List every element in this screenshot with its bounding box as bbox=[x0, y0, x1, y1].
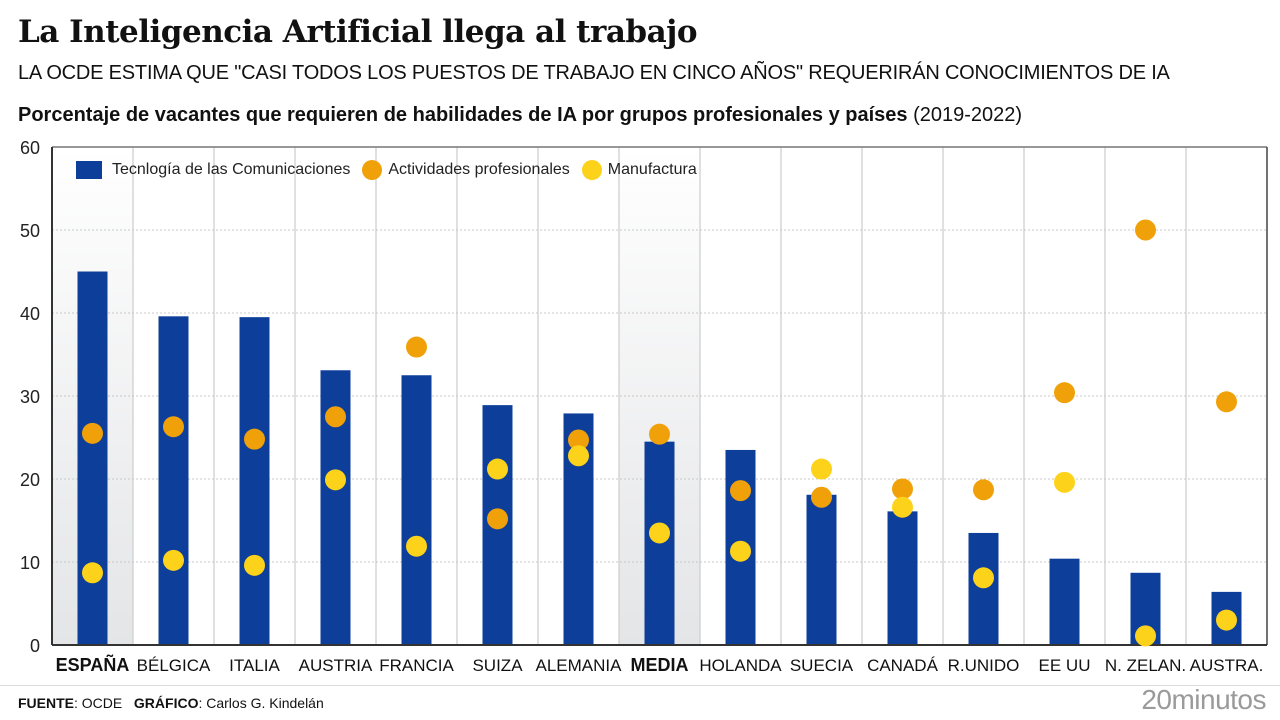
legend-label: Actividades profesionales bbox=[388, 161, 570, 178]
chart-legend: Tecnlogía de las Comunicaciones Activida… bbox=[76, 160, 709, 180]
dot-manufactura bbox=[973, 567, 994, 589]
dot-actividades bbox=[82, 422, 103, 444]
x-tick-label: MEDIA bbox=[631, 655, 689, 675]
y-tick-label: 60 bbox=[20, 140, 40, 158]
y-tick-label: 0 bbox=[30, 636, 40, 656]
chart-plot: 0 10 20 30 40 50 60 ESPAÑA BÉLGICA ITALIA AUSTRIA F… bbox=[20, 140, 1268, 675]
dot-manufactura bbox=[325, 469, 346, 491]
dot-actividades bbox=[1135, 219, 1156, 241]
dot-actividades bbox=[730, 480, 751, 502]
legend-swatch-yellow-dot bbox=[581, 160, 602, 180]
chart-heading-period: (2019-2022) bbox=[913, 104, 1023, 126]
dot-actividades bbox=[406, 336, 427, 358]
bar-tecnologia bbox=[887, 511, 918, 645]
dot-actividades bbox=[892, 478, 913, 500]
chart-heading: Porcentaje de vacantes que requieren de … bbox=[18, 104, 1022, 127]
dot-manufactura bbox=[406, 535, 427, 557]
dot-actividades bbox=[325, 406, 346, 428]
bar-tecnologia bbox=[968, 532, 999, 645]
footer-credits: FUENTE: OCDE GRÁFICO: Carlos G. Kindelán bbox=[18, 695, 324, 711]
dot-manufactura bbox=[811, 458, 832, 480]
source-label: FUENTE bbox=[18, 695, 74, 711]
dot-manufactura bbox=[244, 554, 265, 576]
brand-logo: 20minutos bbox=[1141, 684, 1266, 715]
dot-manufactura bbox=[730, 540, 751, 562]
y-tick-label: 30 bbox=[20, 387, 40, 407]
dot-actividades bbox=[1216, 391, 1237, 413]
dot-manufactura bbox=[892, 496, 913, 518]
dot-actividades bbox=[163, 416, 184, 438]
dot-actividades bbox=[244, 428, 265, 450]
dot-actividades bbox=[811, 486, 832, 508]
bar-tecnologia bbox=[401, 375, 432, 645]
chart-heading-main: Porcentaje de vacantes que requieren de … bbox=[18, 104, 908, 126]
x-tick-label: HOLANDA bbox=[699, 656, 782, 675]
dot-actividades bbox=[1054, 382, 1075, 404]
legend-label: Manufactura bbox=[607, 161, 697, 178]
y-tick-label: 10 bbox=[20, 553, 40, 573]
legend-item-manufactura: Manufactura bbox=[581, 160, 697, 180]
legend-item-actividades: Actividades profesionales bbox=[362, 160, 570, 180]
x-tick-label: SUECIA bbox=[790, 656, 854, 675]
y-tick-label: 40 bbox=[20, 304, 40, 324]
x-tick-label: FRANCIA bbox=[379, 656, 454, 675]
dot-manufactura bbox=[1135, 625, 1156, 647]
x-tick-label: SUIZA bbox=[472, 656, 523, 675]
x-tick-label: ALEMANIA bbox=[536, 656, 623, 675]
dot-actividades bbox=[973, 479, 994, 501]
x-tick-label: AUSTRIA bbox=[299, 656, 373, 675]
legend-swatch-bar bbox=[76, 161, 102, 179]
dot-actividades bbox=[487, 508, 508, 530]
legend-swatch-orange-dot bbox=[362, 160, 383, 180]
dot-manufactura bbox=[1054, 471, 1075, 493]
source-value: : OCDE bbox=[74, 695, 123, 711]
legend-item-tecnologia: Tecnlogía de las Comunicaciones bbox=[76, 161, 350, 179]
bar-tecnologia bbox=[806, 494, 837, 645]
bar-tecnologia bbox=[158, 316, 189, 645]
dot-manufactura bbox=[82, 562, 103, 584]
graphic-value: : Carlos G. Kindelán bbox=[198, 695, 324, 711]
graphic-label: GRÁFICO bbox=[133, 695, 199, 711]
dot-manufactura bbox=[163, 549, 184, 571]
x-tick-label: AUSTRA. bbox=[1190, 656, 1264, 675]
chart-subtitle: LA OCDE ESTIMA QUE "CASI TODOS LOS PUEST… bbox=[18, 62, 1170, 84]
legend-label: Tecnlogía de las Comunicaciones bbox=[112, 161, 351, 178]
footer-divider bbox=[0, 685, 1280, 686]
dot-manufactura bbox=[649, 522, 670, 544]
dot-manufactura bbox=[568, 445, 589, 467]
dot-manufactura bbox=[1216, 609, 1237, 631]
x-tick-label: N. ZELAN. bbox=[1105, 656, 1186, 675]
dot-actividades bbox=[649, 423, 670, 445]
x-tick-label: R.UNIDO bbox=[948, 656, 1020, 675]
dot-actividades bbox=[568, 429, 589, 451]
chart-title: La Inteligencia Artificial llega al trab… bbox=[18, 14, 698, 50]
x-tick-label: ITALIA bbox=[229, 656, 280, 675]
dot-manufactura bbox=[487, 458, 508, 480]
x-tick-label: ESPAÑA bbox=[56, 654, 130, 675]
x-tick-label: EE UU bbox=[1039, 656, 1091, 675]
bar-tecnologia bbox=[1049, 558, 1080, 645]
x-tick-label: BÉLGICA bbox=[137, 656, 211, 675]
y-tick-label: 50 bbox=[20, 221, 40, 241]
x-tick-label: CANADÁ bbox=[867, 656, 939, 675]
bar-tecnologia bbox=[77, 271, 108, 645]
y-tick-label: 20 bbox=[20, 470, 40, 490]
bar-tecnologia bbox=[239, 317, 270, 645]
